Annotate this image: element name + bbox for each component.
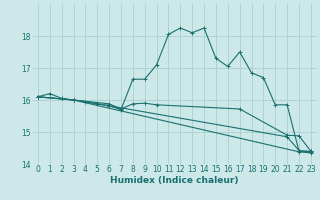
X-axis label: Humidex (Indice chaleur): Humidex (Indice chaleur) <box>110 176 239 185</box>
